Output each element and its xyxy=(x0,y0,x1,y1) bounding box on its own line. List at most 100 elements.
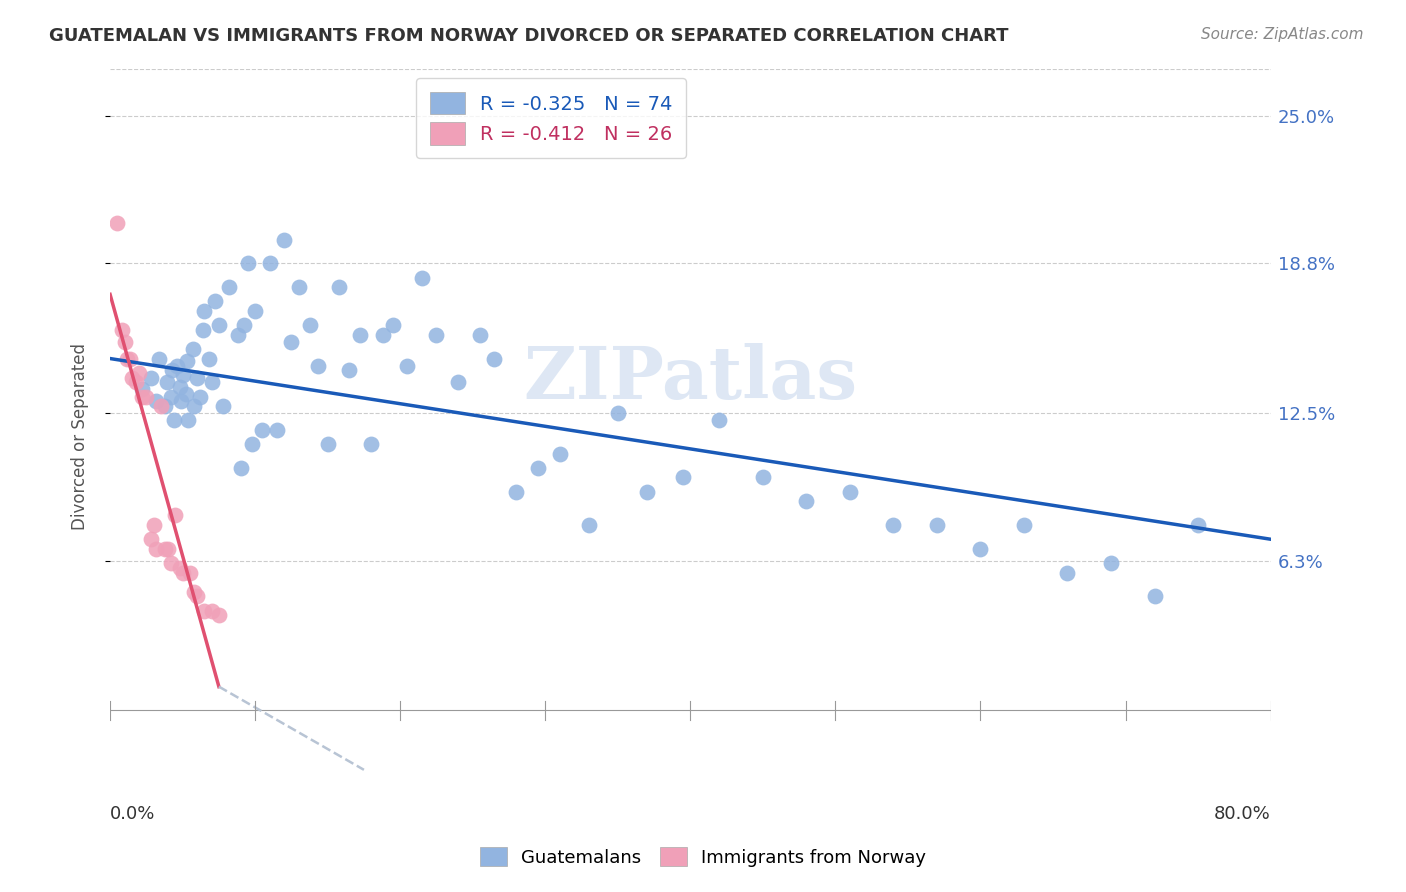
Point xyxy=(139,533,162,547)
Point xyxy=(709,413,731,427)
Point xyxy=(969,541,991,556)
Point xyxy=(1099,556,1122,570)
Point xyxy=(166,359,188,373)
Point xyxy=(548,447,571,461)
Point xyxy=(197,351,219,366)
Text: 80.0%: 80.0% xyxy=(1213,805,1271,823)
Point xyxy=(169,380,191,394)
Point xyxy=(172,368,194,383)
Point xyxy=(672,470,695,484)
Point xyxy=(1187,518,1209,533)
Text: GUATEMALAN VS IMMIGRANTS FROM NORWAY DIVORCED OR SEPARATED CORRELATION CHART: GUATEMALAN VS IMMIGRANTS FROM NORWAY DIV… xyxy=(49,27,1008,45)
Point xyxy=(183,584,205,599)
Point xyxy=(179,566,201,580)
Point xyxy=(156,376,179,390)
Point xyxy=(447,376,470,390)
Point xyxy=(172,566,194,580)
Point xyxy=(181,342,204,356)
Point xyxy=(299,318,322,333)
Point xyxy=(212,399,235,413)
Point xyxy=(396,359,419,373)
Point xyxy=(484,351,506,366)
Point xyxy=(135,390,157,404)
Point xyxy=(578,518,600,533)
Point xyxy=(170,394,193,409)
Point xyxy=(252,423,274,437)
Legend: R = -0.325   N = 74, R = -0.412   N = 26: R = -0.325 N = 74, R = -0.412 N = 26 xyxy=(416,78,686,158)
Point xyxy=(186,589,208,603)
Point xyxy=(176,354,198,368)
Point xyxy=(162,363,184,377)
Point xyxy=(208,608,231,623)
Point xyxy=(606,406,628,420)
Point xyxy=(186,370,208,384)
Point xyxy=(160,390,183,404)
Point xyxy=(142,518,165,533)
Point xyxy=(131,383,153,397)
Point xyxy=(505,484,527,499)
Point xyxy=(128,366,150,380)
Point xyxy=(165,508,187,523)
Point xyxy=(527,461,550,475)
Point xyxy=(157,541,180,556)
Point xyxy=(131,390,153,404)
Point xyxy=(174,387,197,401)
Point xyxy=(117,351,139,366)
Point xyxy=(349,327,371,342)
Point xyxy=(229,461,252,475)
Y-axis label: Divorced or Separated: Divorced or Separated xyxy=(72,343,89,531)
Point xyxy=(120,351,142,366)
Point xyxy=(201,603,224,617)
Point xyxy=(193,304,215,318)
Point xyxy=(226,327,249,342)
Point xyxy=(145,541,167,556)
Point xyxy=(925,518,948,533)
Point xyxy=(236,256,259,270)
Point xyxy=(148,351,170,366)
Point xyxy=(153,541,176,556)
Legend: Guatemalans, Immigrants from Norway: Guatemalans, Immigrants from Norway xyxy=(472,840,934,874)
Point xyxy=(183,399,205,413)
Point xyxy=(259,256,281,270)
Point xyxy=(240,437,263,451)
Point xyxy=(796,494,818,508)
Point xyxy=(339,363,361,377)
Point xyxy=(328,280,350,294)
Point xyxy=(105,216,128,230)
Point xyxy=(191,323,214,337)
Point xyxy=(266,423,288,437)
Point xyxy=(287,280,309,294)
Point xyxy=(882,518,904,533)
Point xyxy=(139,370,162,384)
Point xyxy=(280,334,302,349)
Point xyxy=(114,334,136,349)
Point xyxy=(838,484,860,499)
Point xyxy=(145,394,167,409)
Text: 0.0%: 0.0% xyxy=(110,805,156,823)
Text: ZIPatlas: ZIPatlas xyxy=(523,343,858,414)
Point xyxy=(411,270,433,285)
Point xyxy=(218,280,240,294)
Point xyxy=(636,484,658,499)
Point xyxy=(193,603,215,617)
Point xyxy=(243,304,266,318)
Point xyxy=(160,556,183,570)
Point xyxy=(381,318,404,333)
Point xyxy=(204,294,226,309)
Point xyxy=(121,370,143,384)
Point xyxy=(232,318,254,333)
Point xyxy=(208,318,231,333)
Point xyxy=(360,437,382,451)
Point xyxy=(316,437,339,451)
Point xyxy=(153,399,176,413)
Point xyxy=(111,323,134,337)
Point xyxy=(1012,518,1035,533)
Point xyxy=(425,327,447,342)
Point xyxy=(752,470,775,484)
Point xyxy=(188,390,211,404)
Point xyxy=(149,399,172,413)
Point xyxy=(177,413,200,427)
Point xyxy=(1143,589,1166,603)
Point xyxy=(163,413,186,427)
Point xyxy=(169,560,191,574)
